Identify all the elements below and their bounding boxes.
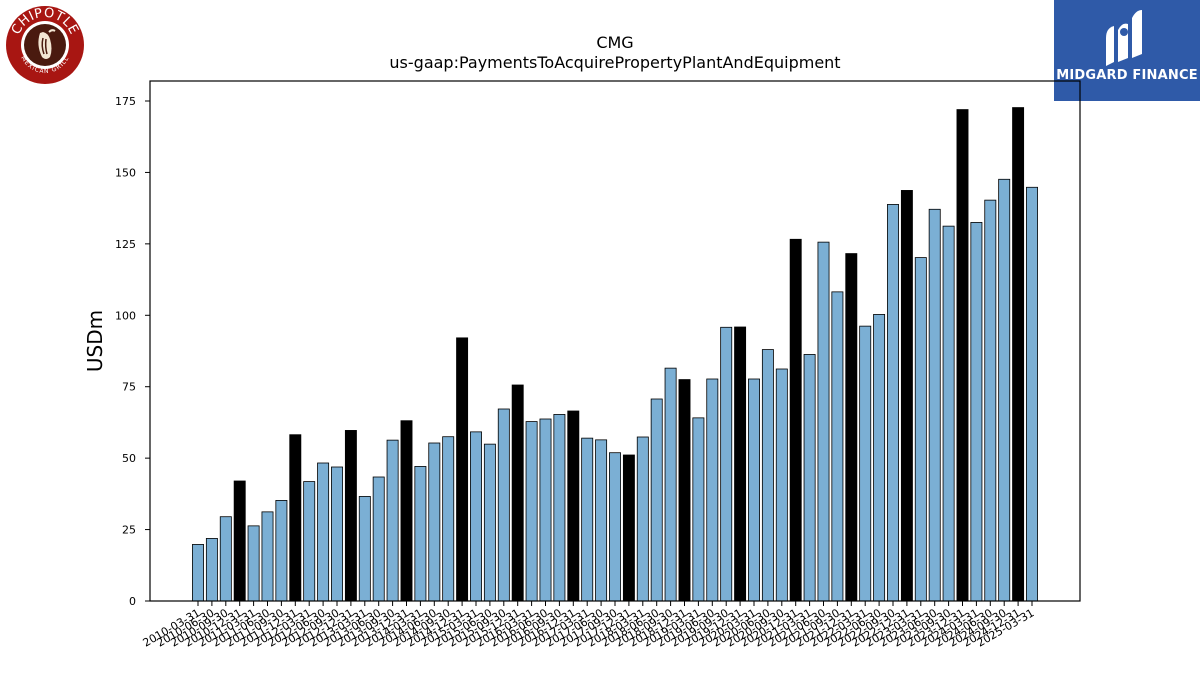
bar-2017-06-30 <box>595 439 608 602</box>
bar-2019-03-31 <box>692 417 705 602</box>
bar-2023-12-31 <box>956 109 969 602</box>
bar-2018-12-31 <box>678 379 691 602</box>
bar-2012-09-30 <box>331 466 343 602</box>
bar-2017-12-31 <box>622 454 635 602</box>
bar-2023-09-30 <box>942 225 955 602</box>
bar-2012-03-31 <box>303 481 316 602</box>
chipotle-logo: CHIPOTLE MEXICAN GRILL <box>5 5 85 85</box>
bar-2024-09-30 <box>998 178 1011 602</box>
midgard-mark-icon <box>1106 10 1142 66</box>
bar-2014-06-30 <box>428 442 441 602</box>
bar-2022-06-30 <box>873 314 886 602</box>
bar-2024-03-31 <box>970 222 983 602</box>
bar-2021-03-31 <box>803 354 816 602</box>
bar-2011-09-30 <box>275 500 288 602</box>
bar-2020-06-30 <box>761 349 774 602</box>
y-axis: 0 25 50 75 100 125 150 175 <box>115 95 150 608</box>
bar-2015-12-31 <box>511 384 524 602</box>
midgard-finance-logo: MIDGARD FINANCE <box>1054 0 1200 101</box>
bar-2013-03-31 <box>358 496 371 602</box>
bar-2016-09-30 <box>553 414 566 602</box>
y-tick-label: 50 <box>122 452 136 465</box>
bar-2015-09-30 <box>497 408 510 602</box>
y-tick-label: 125 <box>115 238 136 251</box>
y-tick-label: 0 <box>129 595 136 608</box>
bar-2016-03-31 <box>525 421 538 602</box>
bar-2010-12-31 <box>233 480 246 602</box>
bar-2015-06-30 <box>483 443 496 602</box>
bar-2021-12-31 <box>845 253 858 602</box>
bar-2016-06-30 <box>539 418 552 602</box>
bar-2021-06-30 <box>817 241 830 602</box>
y-tick-label: 25 <box>122 524 136 537</box>
bar-2017-03-31 <box>581 437 594 602</box>
y-tick-label: 150 <box>115 166 136 179</box>
bar-2019-12-31 <box>734 326 747 602</box>
bar-2022-03-31 <box>859 325 872 602</box>
bar-2020-12-31 <box>789 238 802 602</box>
bars-group <box>192 107 1038 602</box>
bar-2021-09-30 <box>831 291 844 602</box>
bar-2014-09-30 <box>442 436 455 602</box>
bar-2024-12-31 <box>1012 107 1025 602</box>
bar-2014-12-31 <box>456 337 469 602</box>
chart-title: CMG <box>596 33 633 52</box>
bar-2019-06-30 <box>706 378 719 602</box>
y-tick-label: 75 <box>122 381 136 394</box>
bar-2022-09-30 <box>887 204 899 602</box>
bar-2020-03-31 <box>748 378 760 602</box>
bar-2015-03-31 <box>470 431 482 602</box>
bar-2022-12-31 <box>900 190 913 602</box>
bar-2020-09-30 <box>775 368 788 602</box>
bar-2012-12-31 <box>344 430 357 602</box>
x-axis: 2010-03-312010-06-302010-09-302010-12-31… <box>141 601 1037 650</box>
bar-2010-06-30 <box>205 538 218 602</box>
chart-subtitle: us-gaap:PaymentsToAcquirePropertyPlantAn… <box>389 53 840 72</box>
bar-2010-03-31 <box>192 544 204 602</box>
bar-2019-09-30 <box>720 326 733 602</box>
bar-2016-12-31 <box>567 410 580 602</box>
y-axis-label: USDm <box>83 310 107 372</box>
bar-2013-12-31 <box>400 420 413 602</box>
y-tick-label: 100 <box>115 309 136 322</box>
bar-2010-09-30 <box>219 516 232 602</box>
bar-2018-09-30 <box>664 367 677 602</box>
bar-2018-06-30 <box>650 398 663 602</box>
bar-2023-06-30 <box>928 208 941 602</box>
bar-2017-09-30 <box>609 452 621 602</box>
plot-frame <box>149 80 1081 602</box>
bar-2011-12-31 <box>289 434 302 602</box>
bar-2013-09-30 <box>386 439 399 602</box>
midgard-logo-text: MIDGARD FINANCE <box>1056 68 1198 83</box>
bar-2011-03-31 <box>247 525 260 602</box>
y-tick-label: 175 <box>115 95 136 108</box>
bar-2023-03-31 <box>914 257 927 602</box>
bar-2018-03-31 <box>636 436 649 602</box>
bar-2025-03-31 <box>1026 186 1038 602</box>
bar-2011-06-30 <box>261 511 274 602</box>
bar-2013-06-30 <box>372 476 385 602</box>
bar-2012-06-30 <box>317 462 330 602</box>
bar-2014-03-31 <box>414 466 427 602</box>
bar-2024-06-30 <box>984 199 997 602</box>
